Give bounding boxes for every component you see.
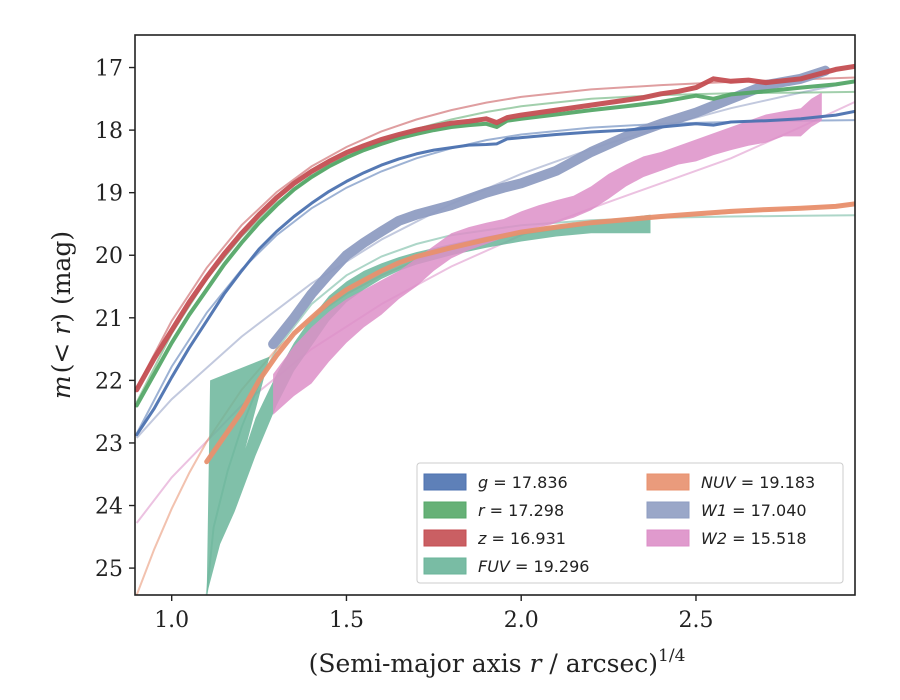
legend-entry-NUV: NUV = 19.183: [646, 473, 815, 492]
x-axis-label: (Semi-major axis r / arcsec)1/4: [309, 646, 686, 678]
y-tick-label: 20: [95, 244, 123, 269]
y-tick-label: 22: [95, 369, 123, 394]
legend-entry-z: z = 16.931: [423, 529, 566, 548]
band-fill-W2: [273, 92, 822, 415]
y-tick-label: 24: [95, 495, 123, 520]
y-axis-label: m(< r) (mag): [47, 231, 76, 399]
plot-area: [135, 63, 855, 595]
profile-curve-z: [135, 63, 855, 393]
legend-swatch-g: [423, 473, 467, 491]
x-tick-label: 1.0: [154, 608, 189, 633]
profile-curve-r: [135, 79, 855, 408]
legend-entry-r: r = 17.298: [423, 501, 564, 520]
legend-entry-FUV: FUV = 19.296: [423, 557, 589, 576]
y-tick-label: 21: [95, 307, 123, 332]
profile-curve-W1: [268, 65, 831, 350]
y-tick-label: 19: [95, 182, 123, 207]
x-tick-label: 2.0: [504, 608, 539, 633]
legend-label-W1: W1 = 17.040: [701, 501, 807, 520]
legend-label-g: g = 17.836: [478, 473, 568, 492]
legend-label-W2: W2 = 15.518: [701, 529, 807, 548]
x-tick-label: 2.5: [678, 608, 713, 633]
y-tick-label: 25: [95, 557, 123, 582]
legend-label-z: z = 16.931: [477, 529, 566, 548]
legend-entry-W2: W2 = 15.518: [646, 529, 807, 548]
model-curve-z: [135, 76, 855, 389]
y-tick-label: 17: [95, 57, 123, 82]
legend-swatch-z: [423, 529, 467, 547]
x-tick-label: 1.5: [329, 608, 364, 633]
legend-label-FUV: FUV = 19.296: [478, 557, 589, 576]
legend-swatch-r: [423, 501, 467, 519]
y-tick-label: 18: [95, 119, 123, 144]
y-axis: 17 18 19 20 21 22 23 24 25: [95, 57, 135, 582]
legend-swatch-W2: [646, 529, 690, 547]
plot-frame: [134, 34, 856, 596]
x-axis: 1.0 1.5 2.0 2.5: [154, 595, 713, 633]
profile-curve-NUV: [204, 201, 855, 465]
legend-swatch-W1: [646, 501, 690, 519]
legend-label-NUV: NUV = 19.183: [701, 473, 815, 492]
legend-box: [416, 462, 844, 584]
legend-swatch-FUV: [423, 557, 467, 575]
y-tick-label: 23: [95, 432, 123, 457]
legend-entry-g: g = 17.836: [423, 473, 568, 492]
legend-swatch-NUV: [646, 473, 690, 491]
legend-label-r: r = 17.298: [478, 501, 564, 520]
legend-entry-W1: W1 = 17.040: [646, 501, 807, 520]
profile-curve-g: [135, 109, 855, 437]
legend: g = 17.836 r = 17.298 z = 16.931 FUV = 19.2…: [416, 462, 844, 584]
